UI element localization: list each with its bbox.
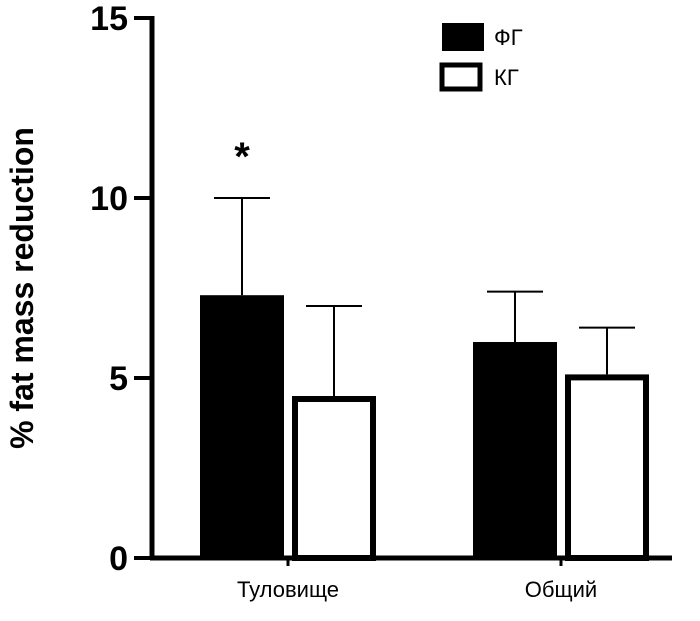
legend-label-КГ: КГ <box>494 65 519 90</box>
bar-ФГ-Туловище <box>200 295 284 558</box>
bars-layer <box>200 295 649 561</box>
axes-layer <box>149 16 672 566</box>
significance-marker: * <box>234 135 250 179</box>
y-axis-label: % fat mass reduction <box>4 127 40 449</box>
legend: ФГ КГ <box>439 23 523 92</box>
y-tick-label-0: 0 <box>109 540 128 578</box>
bar-КГ-Общий <box>565 374 649 561</box>
legend-swatch-ФГ <box>442 23 484 51</box>
y-tick-label-15: 15 <box>90 0 128 38</box>
bar-КГ-Туловище <box>292 396 376 561</box>
legend-swatch-КГ <box>439 62 483 92</box>
legend-label-ФГ: ФГ <box>494 25 523 50</box>
y-tick-label-10: 10 <box>90 180 128 218</box>
error-bars-layer <box>214 197 635 396</box>
annotations-layer: * <box>234 135 250 179</box>
category-labels-layer: Туловище Общий <box>237 577 597 602</box>
y-ticks-layer: 0 5 10 15 <box>90 0 152 578</box>
category-label-Общий: Общий <box>525 577 597 602</box>
category-label-Туловище: Туловище <box>237 577 339 602</box>
bar-ФГ-Общий <box>473 342 557 558</box>
y-tick-label-5: 5 <box>109 360 128 398</box>
